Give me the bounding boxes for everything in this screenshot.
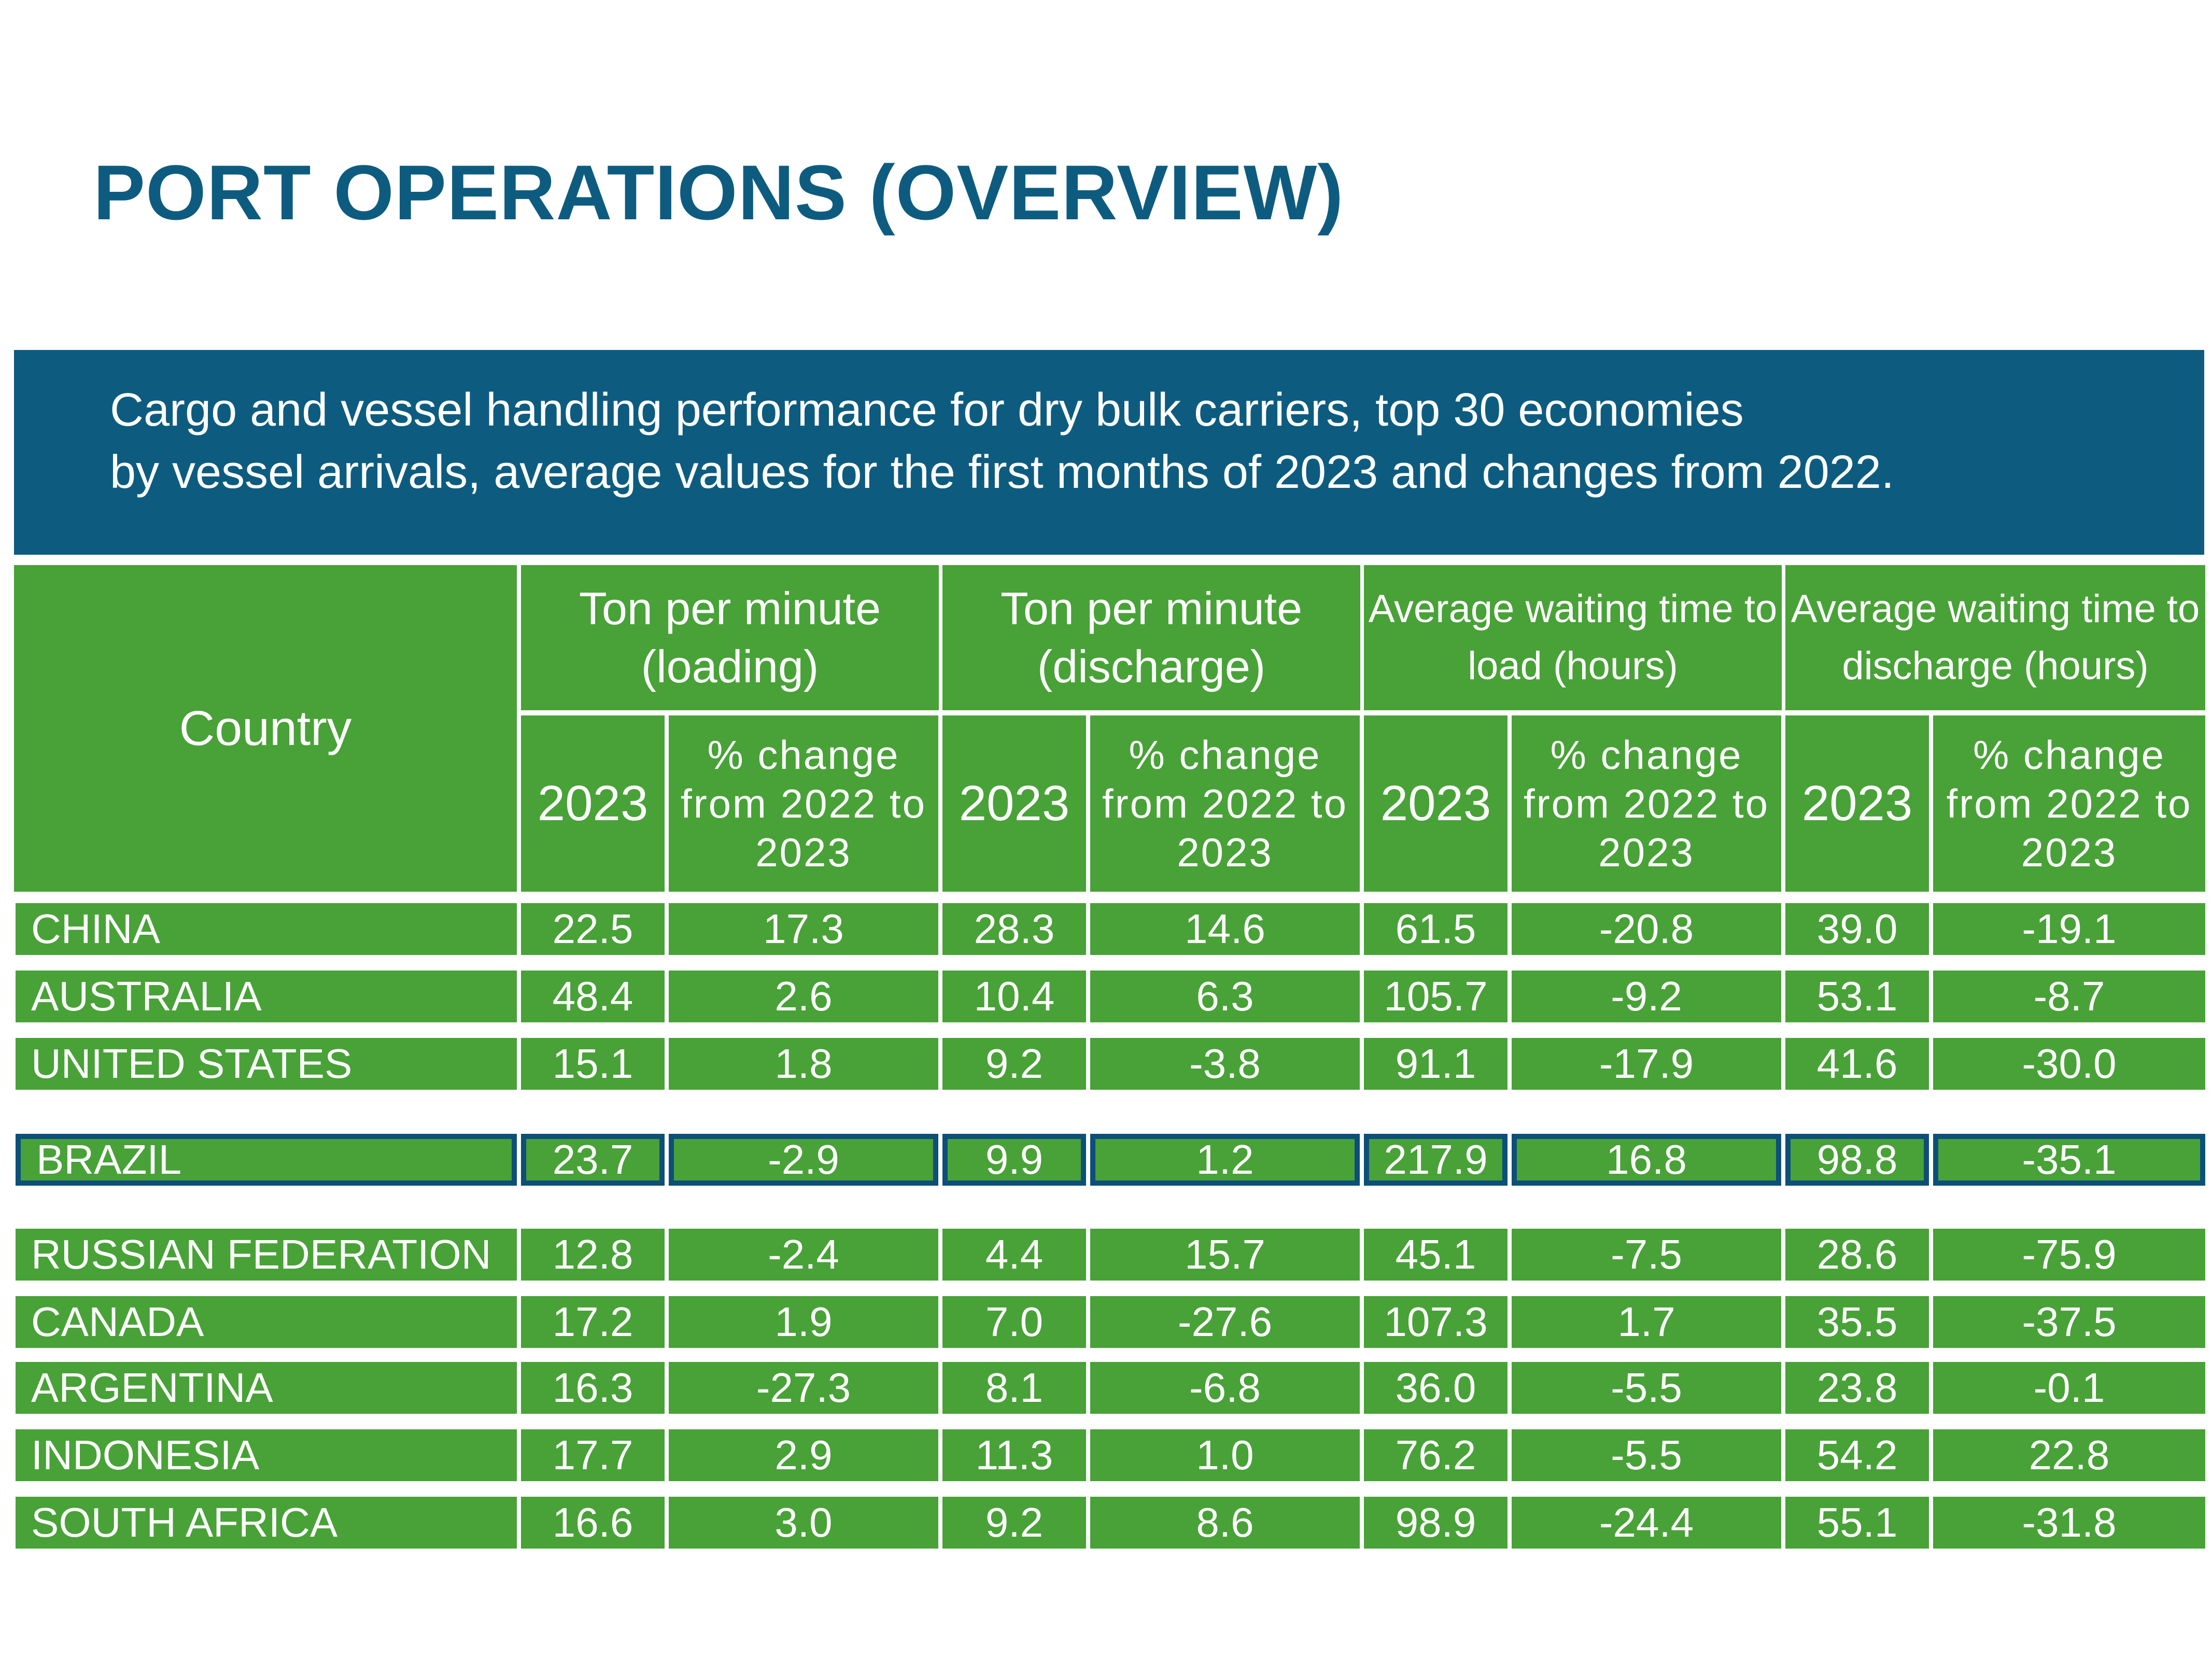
value-2023-cell: 16.6	[521, 1497, 665, 1549]
value-2023-cell: 45.1	[1364, 1229, 1507, 1281]
pct-change-cell: 1.8	[669, 1038, 938, 1090]
pct-change-cell: 3.0	[669, 1497, 938, 1549]
pct-change-cell: 8.6	[1090, 1497, 1360, 1549]
value-2023-cell: 9.2	[942, 1497, 1086, 1549]
pct-change-cell: -2.4	[669, 1229, 938, 1281]
value-2023-cell: 10.4	[942, 971, 1086, 1022]
value-2023-cell: 4.4	[942, 1229, 1086, 1281]
value-2023-cell: 217.9	[1364, 1134, 1507, 1186]
pct-change-cell: 6.3	[1090, 971, 1360, 1022]
value-2023-cell: 107.3	[1364, 1296, 1507, 1348]
pct-change-cell: -27.3	[669, 1362, 938, 1414]
column-group-header: Ton per minute (loading)	[521, 565, 939, 710]
pct-change-cell: -27.6	[1090, 1296, 1360, 1348]
subtitle-line-1: Cargo and vessel handling performance fo…	[110, 384, 1744, 436]
value-2023-cell: 23.7	[521, 1134, 665, 1186]
pct-change-cell: -24.4	[1512, 1497, 1781, 1549]
country-cell: CHINA	[16, 903, 517, 955]
country-cell: UNITED STATES	[16, 1038, 517, 1090]
country-cell: CANADA	[16, 1296, 517, 1348]
value-2023-cell: 35.5	[1785, 1296, 1929, 1348]
pct-change-cell: 2.9	[669, 1429, 938, 1481]
year-header: 2023	[1785, 715, 1929, 892]
column-group-header: Average waiting time to load (hours)	[1364, 565, 1782, 710]
country-cell: ARGENTINA	[16, 1362, 517, 1414]
pct-change-cell: -6.8	[1090, 1362, 1360, 1414]
value-2023-cell: 11.3	[942, 1429, 1086, 1481]
pct-change-cell: 1.7	[1512, 1296, 1781, 1348]
subtitle-banner: Cargo and vessel handling performance fo…	[14, 350, 2204, 555]
value-2023-cell: 28.3	[942, 903, 1086, 955]
pct-change-cell: -0.1	[1933, 1362, 2205, 1414]
value-2023-cell: 76.2	[1364, 1429, 1507, 1481]
value-2023-cell: 48.4	[521, 971, 665, 1022]
pct-change-cell: -17.9	[1512, 1038, 1781, 1090]
year-header: 2023	[1364, 715, 1507, 892]
pct-change-cell: -3.8	[1090, 1038, 1360, 1090]
pct-change-cell: 17.3	[669, 903, 938, 955]
value-2023-cell: 36.0	[1364, 1362, 1507, 1414]
value-2023-cell: 8.1	[942, 1362, 1086, 1414]
value-2023-cell: 15.1	[521, 1038, 665, 1090]
value-2023-cell: 23.8	[1785, 1362, 1929, 1414]
value-2023-cell: 9.2	[942, 1038, 1086, 1090]
pct-change-cell: 16.8	[1512, 1134, 1781, 1186]
value-2023-cell: 17.7	[521, 1429, 665, 1481]
pct-change-cell: 1.0	[1090, 1429, 1360, 1481]
country-header: Country	[14, 565, 517, 892]
pct-change-cell: -8.7	[1933, 971, 2205, 1022]
value-2023-cell: 98.8	[1785, 1134, 1929, 1186]
pct-change-cell: 14.6	[1090, 903, 1360, 955]
pct-change-cell: 15.7	[1090, 1229, 1360, 1281]
pct-change-header: % change from 2022 to 2023	[669, 715, 938, 892]
pct-change-header: % change from 2022 to 2023	[1933, 715, 2205, 892]
value-2023-cell: 91.1	[1364, 1038, 1507, 1090]
pct-change-cell: -20.8	[1512, 903, 1781, 955]
value-2023-cell: 98.9	[1364, 1497, 1507, 1549]
value-2023-cell: 17.2	[521, 1296, 665, 1348]
pct-change-cell: -31.8	[1933, 1497, 2205, 1549]
pct-change-cell: -7.5	[1512, 1229, 1781, 1281]
value-2023-cell: 16.3	[521, 1362, 665, 1414]
value-2023-cell: 41.6	[1785, 1038, 1929, 1090]
pct-change-cell: -35.1	[1933, 1134, 2205, 1186]
value-2023-cell: 53.1	[1785, 971, 1929, 1022]
value-2023-cell: 12.8	[521, 1229, 665, 1281]
country-cell: AUSTRALIA	[16, 971, 517, 1022]
country-cell: SOUTH AFRICA	[16, 1497, 517, 1549]
pct-change-cell: -37.5	[1933, 1296, 2205, 1348]
value-2023-cell: 55.1	[1785, 1497, 1929, 1549]
pct-change-cell: -75.9	[1933, 1229, 2205, 1281]
value-2023-cell: 7.0	[942, 1296, 1086, 1348]
subtitle-line-2: by vessel arrivals, average values for t…	[110, 446, 1894, 498]
column-group-header: Ton per minute (discharge)	[942, 565, 1360, 710]
pct-change-cell: 2.6	[669, 971, 938, 1022]
page-title: PORT OPERATIONS (OVERVIEW)	[93, 149, 1344, 236]
pct-change-cell: -5.5	[1512, 1429, 1781, 1481]
country-cell: BRAZIL	[16, 1134, 517, 1186]
value-2023-cell: 39.0	[1785, 903, 1929, 955]
year-header: 2023	[942, 715, 1086, 892]
pct-change-cell: 1.2	[1090, 1134, 1360, 1186]
pct-change-cell: 1.9	[669, 1296, 938, 1348]
pct-change-header: % change from 2022 to 2023	[1090, 715, 1360, 892]
pct-change-cell: -5.5	[1512, 1362, 1781, 1414]
country-cell: INDONESIA	[16, 1429, 517, 1481]
value-2023-cell: 22.5	[521, 903, 665, 955]
pct-change-cell: -30.0	[1933, 1038, 2205, 1090]
pct-change-cell: -9.2	[1512, 971, 1781, 1022]
pct-change-header: % change from 2022 to 2023	[1512, 715, 1781, 892]
pct-change-cell: 22.8	[1933, 1429, 2205, 1481]
country-cell: RUSSIAN FEDERATION	[16, 1229, 517, 1281]
value-2023-cell: 54.2	[1785, 1429, 1929, 1481]
value-2023-cell: 61.5	[1364, 903, 1507, 955]
value-2023-cell: 9.9	[942, 1134, 1086, 1186]
value-2023-cell: 105.7	[1364, 971, 1507, 1022]
pct-change-cell: -19.1	[1933, 903, 2205, 955]
column-group-header: Average waiting time to discharge (hours…	[1785, 565, 2205, 710]
value-2023-cell: 28.6	[1785, 1229, 1929, 1281]
pct-change-cell: -2.9	[669, 1134, 938, 1186]
year-header: 2023	[521, 715, 665, 892]
